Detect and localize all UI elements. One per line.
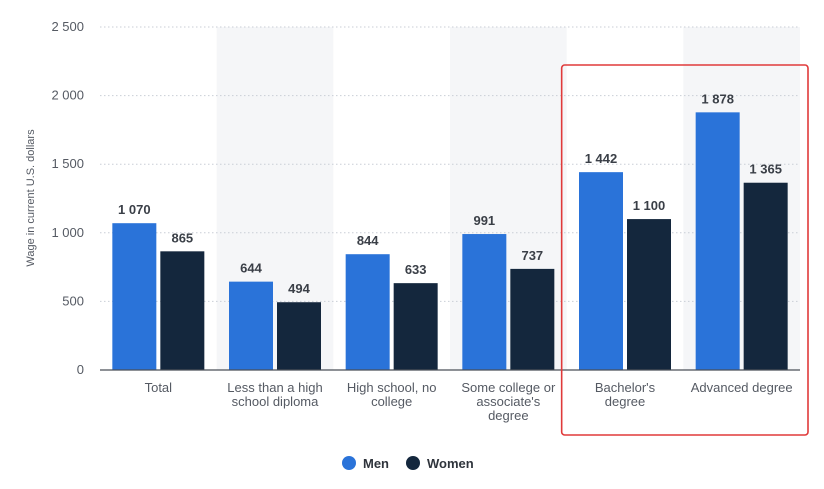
- x-tick-label: Bachelor's: [595, 380, 656, 395]
- y-axis-title: Wage in current U.S. dollars: [25, 129, 37, 267]
- data-label: 844: [357, 233, 379, 248]
- y-tick-label: 500: [62, 293, 84, 308]
- x-tick-label: degree: [488, 408, 528, 423]
- legend-marker-men: [342, 456, 356, 470]
- bar-women: [743, 182, 788, 370]
- bar-women: [393, 283, 438, 370]
- x-tick-label: college: [371, 394, 412, 409]
- y-tick-label: 1 500: [51, 156, 84, 171]
- y-tick-label: 0: [77, 362, 84, 377]
- legend-marker-women: [406, 456, 420, 470]
- x-tick-label: associate's: [476, 394, 540, 409]
- y-tick-label: 1 000: [51, 225, 84, 240]
- y-tick-label: 2 000: [51, 88, 84, 103]
- bar-men: [229, 281, 273, 370]
- bar-men: [112, 223, 157, 370]
- y-tick-label: 2 500: [51, 19, 84, 34]
- x-tick-label: Advanced degree: [691, 380, 793, 395]
- bar-men: [462, 234, 507, 370]
- legend-label-men: Men: [363, 456, 389, 471]
- x-tick-label: degree: [605, 394, 645, 409]
- data-label: 633: [405, 262, 427, 277]
- data-label: 865: [171, 230, 193, 245]
- data-label: 644: [240, 261, 262, 276]
- bar-women: [627, 219, 671, 370]
- legend-label-women: Women: [427, 456, 474, 471]
- bar-women: [510, 268, 555, 370]
- bar-women: [277, 302, 321, 370]
- x-tick-label: Total: [145, 380, 173, 395]
- data-label: 991: [473, 213, 495, 228]
- bar-men: [579, 172, 623, 370]
- bar-men: [695, 112, 740, 370]
- data-label: 1 878: [701, 91, 734, 106]
- data-label: 737: [521, 248, 543, 263]
- x-tick-label: Some college or: [461, 380, 556, 395]
- x-tick-label: school diploma: [232, 394, 319, 409]
- highlight-box: [560, 64, 809, 436]
- data-label: 1 442: [585, 151, 618, 166]
- data-label: 1 365: [749, 162, 782, 177]
- x-tick-label: Less than a high: [227, 380, 322, 395]
- data-label: 1 070: [118, 202, 151, 217]
- bar-men: [345, 254, 390, 370]
- bar-women: [160, 251, 205, 370]
- data-label: 1 100: [633, 198, 666, 213]
- data-label: 494: [288, 281, 310, 296]
- x-tick-label: High school, no: [347, 380, 437, 395]
